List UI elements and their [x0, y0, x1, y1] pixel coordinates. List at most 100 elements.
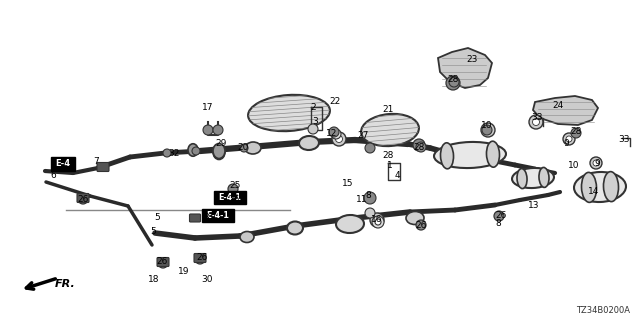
Text: 26: 26 [77, 196, 89, 204]
Circle shape [365, 208, 375, 218]
Text: 33: 33 [618, 135, 630, 145]
Circle shape [372, 216, 384, 228]
Circle shape [566, 136, 572, 142]
Text: 30: 30 [201, 275, 212, 284]
Circle shape [329, 127, 339, 137]
Circle shape [335, 135, 342, 142]
Circle shape [563, 133, 575, 145]
Ellipse shape [248, 95, 330, 131]
Text: 31: 31 [204, 213, 215, 222]
Text: 3: 3 [312, 116, 318, 125]
Text: 28: 28 [382, 150, 394, 159]
Ellipse shape [188, 144, 198, 156]
FancyBboxPatch shape [194, 253, 206, 262]
Text: 28: 28 [570, 126, 582, 135]
Circle shape [374, 217, 381, 223]
Ellipse shape [240, 231, 254, 243]
Ellipse shape [440, 143, 454, 169]
Text: 14: 14 [588, 188, 600, 196]
Circle shape [203, 125, 213, 135]
Ellipse shape [582, 172, 596, 202]
Text: 7: 7 [93, 156, 99, 165]
Text: 26: 26 [415, 220, 427, 229]
Ellipse shape [434, 142, 506, 168]
Circle shape [413, 139, 425, 151]
Text: 23: 23 [467, 54, 477, 63]
Text: 12: 12 [326, 129, 338, 138]
Circle shape [228, 184, 238, 194]
Circle shape [446, 76, 460, 90]
FancyBboxPatch shape [202, 209, 234, 222]
Text: 10: 10 [568, 162, 580, 171]
Text: 5: 5 [150, 228, 156, 236]
Text: 13: 13 [528, 201, 540, 210]
Text: 15: 15 [342, 179, 354, 188]
Text: 6: 6 [50, 172, 56, 180]
Text: 8: 8 [495, 219, 501, 228]
Text: 5: 5 [154, 213, 160, 222]
Text: FR.: FR. [55, 279, 76, 289]
Text: 19: 19 [179, 267, 189, 276]
Ellipse shape [406, 212, 424, 225]
Circle shape [365, 143, 375, 153]
Text: 26: 26 [196, 253, 208, 262]
Circle shape [331, 129, 341, 139]
Ellipse shape [539, 167, 549, 188]
Circle shape [240, 144, 248, 152]
Ellipse shape [213, 145, 225, 159]
Polygon shape [533, 96, 598, 125]
Circle shape [364, 192, 376, 204]
Text: 16: 16 [371, 214, 383, 223]
Text: 28: 28 [413, 142, 425, 151]
Text: 27: 27 [357, 131, 369, 140]
Text: TZ34B0200A: TZ34B0200A [576, 306, 630, 315]
Circle shape [449, 77, 459, 87]
Text: 2: 2 [310, 103, 316, 113]
Text: 4: 4 [394, 171, 400, 180]
Circle shape [332, 132, 346, 146]
Circle shape [375, 219, 381, 225]
Text: 9: 9 [594, 159, 600, 169]
FancyBboxPatch shape [189, 214, 200, 222]
Text: 25: 25 [229, 180, 241, 189]
FancyBboxPatch shape [97, 163, 109, 172]
FancyBboxPatch shape [157, 258, 169, 267]
Circle shape [590, 157, 602, 169]
Text: 22: 22 [330, 98, 340, 107]
Ellipse shape [336, 215, 364, 233]
Circle shape [593, 160, 599, 166]
Text: 26: 26 [495, 211, 507, 220]
Text: 29: 29 [215, 139, 227, 148]
Circle shape [195, 254, 205, 264]
Text: 24: 24 [552, 100, 564, 109]
Text: 17: 17 [202, 102, 214, 111]
Circle shape [416, 220, 426, 230]
Text: 26: 26 [228, 196, 240, 204]
Ellipse shape [299, 136, 319, 150]
FancyBboxPatch shape [77, 194, 89, 203]
Circle shape [192, 147, 200, 155]
Ellipse shape [287, 221, 303, 235]
Circle shape [532, 118, 540, 125]
Text: 10: 10 [481, 122, 493, 131]
Circle shape [494, 211, 504, 221]
Text: E-4-1: E-4-1 [219, 194, 241, 203]
Circle shape [163, 149, 171, 157]
Circle shape [481, 123, 495, 137]
Polygon shape [438, 48, 492, 88]
Text: 18: 18 [148, 276, 160, 284]
Text: 1: 1 [387, 161, 393, 170]
Ellipse shape [361, 114, 419, 146]
FancyBboxPatch shape [214, 191, 246, 204]
Ellipse shape [604, 172, 618, 202]
Text: 28: 28 [447, 76, 459, 84]
Circle shape [78, 194, 88, 204]
FancyBboxPatch shape [51, 157, 75, 171]
Text: E-4: E-4 [56, 159, 70, 169]
Ellipse shape [245, 142, 261, 154]
FancyBboxPatch shape [205, 214, 216, 222]
Circle shape [370, 213, 384, 227]
Ellipse shape [486, 141, 499, 167]
Text: E-4-1: E-4-1 [207, 212, 229, 220]
Circle shape [213, 125, 223, 135]
